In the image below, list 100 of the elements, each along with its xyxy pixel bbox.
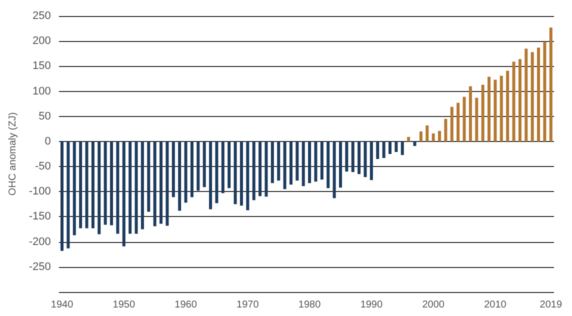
bar <box>196 141 200 191</box>
x-tick-label: 2000 <box>422 300 445 310</box>
bar <box>332 141 336 198</box>
bar <box>122 141 126 246</box>
bar <box>419 131 422 142</box>
bar <box>104 141 107 225</box>
bar <box>178 141 182 211</box>
bar <box>234 141 237 204</box>
bar <box>494 80 497 142</box>
bar <box>308 141 312 184</box>
bar <box>376 141 380 160</box>
bar <box>537 48 540 142</box>
bar <box>140 141 144 230</box>
bar <box>370 141 373 180</box>
bar <box>85 141 88 228</box>
bar <box>209 141 212 210</box>
bar <box>184 141 188 203</box>
bar <box>512 62 516 142</box>
bar <box>215 141 218 204</box>
bar <box>110 141 114 226</box>
bar <box>388 141 392 154</box>
bar <box>488 76 491 142</box>
bar <box>153 141 156 226</box>
y-tick-label: 200 <box>32 35 51 48</box>
y-tick-label: 50 <box>38 110 51 122</box>
bar <box>246 141 250 210</box>
x-tick-label: 1950 <box>112 300 136 310</box>
bar <box>98 141 101 234</box>
bar <box>172 141 175 198</box>
bar <box>500 76 503 142</box>
bar <box>91 141 94 228</box>
y-tick-label: 250 <box>32 10 51 22</box>
bar <box>481 84 484 142</box>
bar <box>475 98 478 142</box>
bar <box>221 141 224 194</box>
bar <box>72 141 76 236</box>
x-tick-label: 1990 <box>360 300 383 310</box>
bar <box>326 141 330 188</box>
bar <box>530 52 534 142</box>
bar <box>79 141 82 228</box>
x-tick-label: 1940 <box>50 300 74 310</box>
bar <box>450 106 454 142</box>
bar <box>277 141 280 181</box>
bar <box>202 141 206 188</box>
bar <box>413 141 416 146</box>
bar <box>66 141 70 248</box>
x-tick-label: 1980 <box>298 300 322 310</box>
bar <box>543 42 546 142</box>
y-tick-label: 150 <box>32 60 51 72</box>
bar <box>289 141 292 185</box>
bar <box>456 102 460 142</box>
bar <box>283 141 286 190</box>
bar <box>258 141 262 196</box>
bar <box>240 141 243 206</box>
bar <box>506 70 510 142</box>
bar <box>345 141 348 172</box>
bar <box>128 141 132 234</box>
x-tick-label: 2010 <box>484 300 507 310</box>
y-tick-label: -100 <box>28 186 51 198</box>
bar <box>147 141 150 212</box>
bar <box>351 141 354 172</box>
y-tick-label: -150 <box>28 210 51 223</box>
bar <box>438 130 442 142</box>
bar <box>394 141 398 152</box>
bar <box>518 59 522 142</box>
bar <box>364 141 367 178</box>
bar <box>382 141 386 158</box>
bar <box>270 141 274 184</box>
bar <box>524 48 528 142</box>
bar <box>400 141 404 156</box>
bar <box>426 125 429 142</box>
y-tick-label: -250 <box>28 260 51 273</box>
bar <box>320 141 324 180</box>
bar <box>190 141 194 198</box>
bar <box>314 141 318 182</box>
bar <box>358 141 361 174</box>
bar <box>462 96 466 142</box>
bar <box>468 86 472 142</box>
bar <box>134 141 138 234</box>
bar <box>407 136 410 142</box>
bar <box>296 141 299 181</box>
y-tick-label: -200 <box>28 236 51 248</box>
y-tick-label: 0 <box>44 135 51 148</box>
x-tick-label: 1970 <box>236 300 260 310</box>
y-tick-label: 100 <box>32 85 51 98</box>
y-tick-label: -50 <box>35 160 51 173</box>
y-axis-title: OHC anomaly (ZJ) <box>8 112 18 196</box>
bar <box>302 141 305 186</box>
bar <box>252 141 256 200</box>
bar <box>60 141 64 251</box>
bar <box>338 141 342 188</box>
x-tick-label: 2019 <box>540 300 562 310</box>
bar <box>166 141 169 226</box>
bar <box>228 141 231 188</box>
bar <box>264 141 268 197</box>
bar <box>444 118 448 142</box>
bar <box>549 28 552 142</box>
bar <box>432 133 435 142</box>
bar <box>116 141 120 234</box>
x-tick-label: 1960 <box>174 300 198 310</box>
